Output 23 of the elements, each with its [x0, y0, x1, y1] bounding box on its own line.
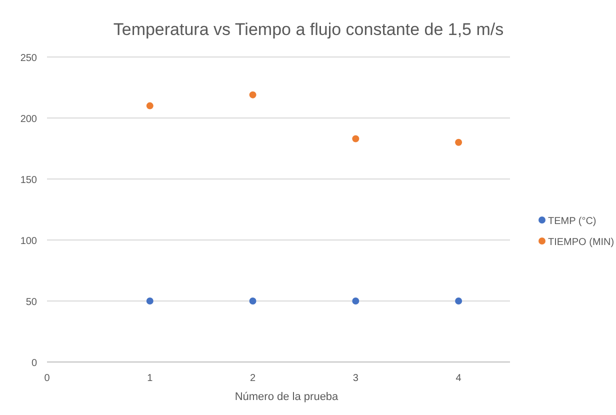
x-axis-title: Número de la prueba [234, 391, 340, 403]
point [352, 135, 360, 142]
point [249, 298, 256, 304]
point [455, 298, 462, 304]
point [249, 91, 256, 98]
y-tick-label: 0 [31, 358, 38, 369]
x-tick-label: 1 [147, 373, 154, 384]
legend-label: TEMP (°C) [548, 216, 596, 227]
y-tick-label: 250 [20, 53, 38, 64]
x-tick-label: 2 [250, 373, 256, 384]
y-tick-label: 50 [26, 297, 38, 308]
point [352, 298, 360, 304]
x-tick-label: 4 [456, 373, 462, 384]
x-tick-label: 0 [44, 373, 50, 384]
y-tick-label: 150 [20, 175, 38, 186]
y-tick-label: 200 [20, 114, 38, 125]
chart-title: Temperatura vs Tiempo a flujo constante de 1,5 m/s [113, 20, 504, 39]
point [146, 298, 154, 304]
point [146, 102, 154, 110]
y-tick-label: 100 [20, 236, 38, 247]
point [455, 138, 462, 146]
legend-label: TIEMPO (MIN) [548, 237, 614, 248]
x-tick-label: 3 [352, 373, 359, 384]
